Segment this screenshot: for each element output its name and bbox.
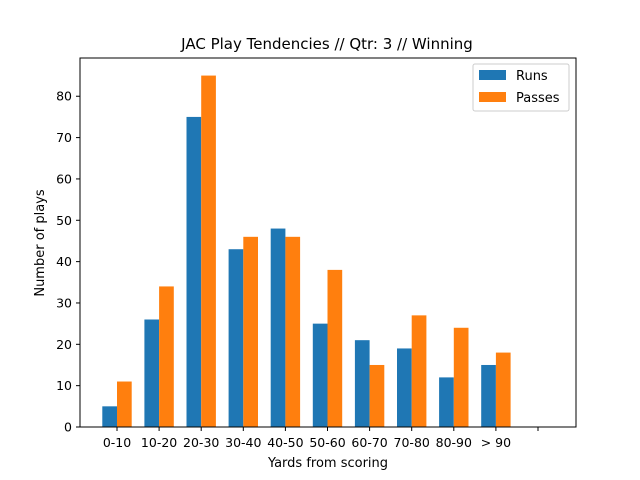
- bars-group: [102, 75, 511, 428]
- bar-runs-80-90: [439, 377, 454, 427]
- legend-swatch-runs: [479, 70, 506, 80]
- bar-passes-50-60: [327, 269, 343, 427]
- y-tick-label: 40: [56, 254, 72, 269]
- x-tick-label: 40-50: [267, 435, 303, 450]
- bar-passes-80-90: [453, 327, 469, 427]
- x-tick-label: 80-90: [436, 435, 472, 450]
- legend: Runs Passes: [472, 63, 570, 112]
- y-axis-label: Number of plays: [33, 189, 48, 297]
- bar-runs-30-40: [228, 249, 244, 427]
- x-tick-label: 60-70: [351, 435, 387, 450]
- x-tick-label: 30-40: [225, 435, 261, 450]
- bar-passes-70-80: [411, 315, 427, 427]
- y-tick-label: 50: [56, 213, 72, 228]
- bar-runs-0-10: [102, 406, 117, 427]
- legend-label-runs: Runs: [516, 69, 548, 84]
- y-tick-label: 60: [56, 171, 72, 186]
- chart-title: JAC Play Tendencies // Qtr: 3 // Winning: [180, 35, 473, 53]
- x-axis-ticks: 0-10 10-20 20-30 30-40 40-50 50-60 60-70 70-80 8…: [103, 427, 539, 450]
- y-tick-label: 70: [56, 130, 72, 145]
- y-tick-label: 20: [56, 337, 72, 352]
- y-tick-label: 0: [64, 420, 72, 435]
- bar-passes-0-10: [117, 381, 132, 427]
- bar-runs-60-70: [354, 340, 370, 427]
- bar-runs--90: [481, 364, 496, 427]
- x-tick-label: 0-10: [103, 435, 131, 450]
- legend-label-passes: Passes: [516, 91, 560, 106]
- x-axis-label: Yards from scoring: [267, 456, 388, 471]
- bar-runs-50-60: [312, 323, 328, 427]
- bar-runs-70-80: [397, 348, 412, 427]
- x-tick-label: 70-80: [394, 435, 430, 450]
- bar-passes--90: [495, 352, 511, 427]
- y-tick-label: 30: [56, 295, 72, 310]
- bar-passes-60-70: [369, 364, 385, 427]
- bar-passes-10-20: [159, 286, 174, 427]
- x-tick-label: 20-30: [183, 435, 219, 450]
- bar-runs-20-30: [186, 116, 202, 428]
- x-tick-label: > 90: [481, 435, 511, 450]
- bar-runs-10-20: [144, 319, 160, 427]
- legend-swatch-passes: [479, 92, 506, 102]
- x-tick-label: 50-60: [309, 435, 345, 450]
- bar-passes-40-50: [285, 236, 301, 427]
- bar-runs-40-50: [270, 228, 286, 427]
- y-axis-ticks: 0 10 20 30 40 50 60 70 80: [56, 89, 80, 435]
- y-tick-label: 10: [56, 378, 72, 393]
- bar-passes-20-30: [201, 75, 216, 427]
- bar-passes-30-40: [243, 236, 258, 427]
- x-tick-label: 10-20: [141, 435, 177, 450]
- y-tick-label: 80: [56, 89, 72, 104]
